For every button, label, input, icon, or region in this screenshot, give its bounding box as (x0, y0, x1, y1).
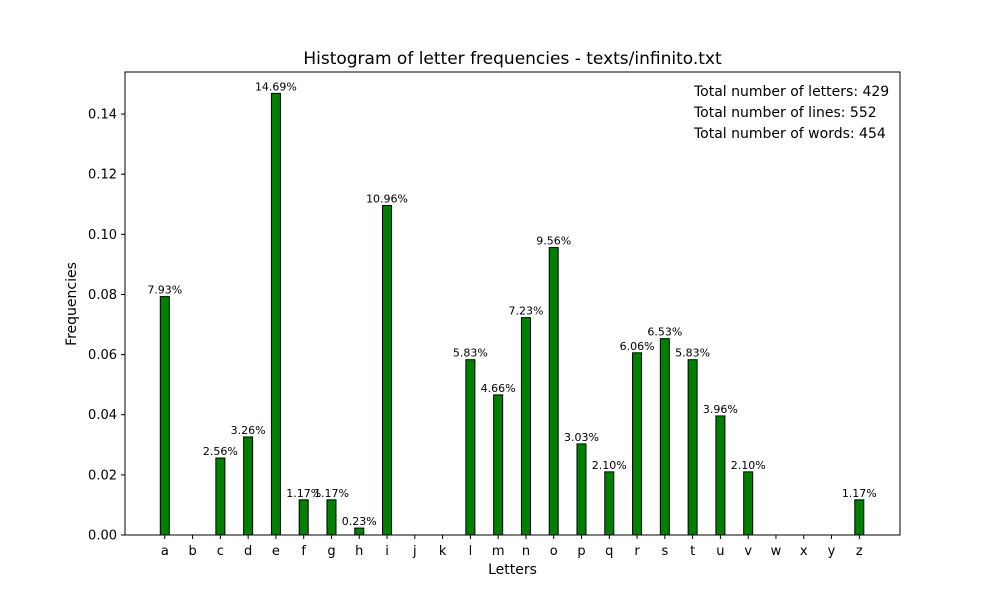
x-tick-label-b: b (188, 544, 196, 559)
y-tick-label-0: 0.00 (88, 529, 117, 544)
x-tick-label-k: k (439, 544, 447, 559)
x-tick-label-l: l (469, 544, 473, 559)
bar-l (465, 359, 476, 536)
bar-e (270, 92, 281, 536)
bar-n (520, 317, 531, 536)
x-tick-label-i: i (385, 544, 389, 559)
x-tick-label-h: h (355, 544, 363, 559)
bar-label-e: 14.69% (255, 80, 297, 93)
bar-t (687, 359, 698, 536)
x-tick-label-o: o (550, 544, 558, 559)
y-tick-label-3: 0.06 (88, 348, 117, 363)
x-tick-label-v: v (744, 544, 752, 559)
x-tick-label-e: e (272, 544, 280, 559)
bar-o (548, 247, 559, 536)
bar-f (298, 499, 309, 536)
x-tick-label-q: q (605, 544, 613, 559)
bar-label-u: 3.96% (703, 403, 738, 416)
y-tick-label-6: 0.12 (88, 168, 117, 183)
y-tick-label-5: 0.10 (88, 228, 117, 243)
bar-r (632, 352, 643, 536)
bar-i (382, 204, 393, 536)
bar-v (743, 471, 754, 536)
bar-g (326, 499, 337, 536)
x-tick-label-m: m (492, 544, 505, 559)
bar-label-z: 1.17% (842, 487, 877, 500)
x-tick-label-d: d (244, 544, 252, 559)
x-tick-label-f: f (301, 544, 306, 559)
x-tick-label-u: u (716, 544, 724, 559)
bar-p (576, 443, 587, 536)
bar-label-m: 4.66% (481, 382, 516, 395)
bar-label-o: 9.56% (536, 235, 571, 248)
plot-frame (124, 71, 901, 536)
bar-label-r: 6.06% (620, 340, 655, 353)
x-tick-label-w: w (771, 544, 782, 559)
y-tick-label-4: 0.08 (88, 288, 117, 303)
chart-title: Histogram of letter frequencies - texts/… (303, 49, 722, 69)
bar-label-s: 6.53% (647, 326, 682, 339)
bar-label-c: 2.56% (203, 445, 238, 458)
x-tick-label-a: a (161, 544, 169, 559)
bar-a (159, 296, 170, 536)
y-tick-label-7: 0.14 (88, 108, 117, 123)
x-tick-label-r: r (634, 544, 640, 559)
bar-label-g: 1.17% (314, 487, 349, 500)
stat-total-words: Total number of words: 454 (693, 126, 886, 142)
x-tick-label-y: y (828, 544, 836, 559)
bar-s (659, 338, 670, 536)
bar-label-v: 2.10% (731, 459, 766, 472)
bar-q (604, 471, 615, 536)
bar-label-l: 5.83% (453, 347, 488, 360)
bar-m (493, 394, 504, 536)
x-tick-label-z: z (856, 544, 863, 559)
bar-c (215, 457, 226, 536)
bar-label-t: 5.83% (675, 347, 710, 360)
x-axis-title: Letters (488, 562, 537, 578)
bar-h (354, 527, 365, 536)
y-tick-label-1: 0.02 (88, 468, 117, 483)
bar-label-q: 2.10% (592, 459, 627, 472)
x-tick-label-j: j (412, 544, 417, 559)
stat-total-letters: Total number of letters: 429 (693, 84, 889, 100)
bar-label-f: 1.17% (286, 487, 321, 500)
bar-label-i: 10.96% (366, 192, 408, 205)
x-tick-label-c: c (217, 544, 224, 559)
bar-label-p: 3.03% (564, 431, 599, 444)
x-tick-label-n: n (522, 544, 530, 559)
bar-label-n: 7.23% (508, 305, 543, 318)
bar-z (854, 499, 865, 536)
y-axis-title: Frequencies (64, 262, 80, 346)
x-tick-label-g: g (327, 544, 335, 559)
x-tick-label-p: p (577, 544, 585, 559)
bar-label-h: 0.23% (342, 515, 377, 528)
bar-label-a: 7.93% (147, 284, 182, 297)
x-tick-label-x: x (800, 544, 808, 559)
y-tick-label-2: 0.04 (88, 408, 117, 423)
x-tick-label-t: t (690, 544, 695, 559)
bar-u (715, 415, 726, 536)
stats-box: Total number of letters: 429 Total numbe… (693, 84, 889, 142)
stat-total-lines: Total number of lines: 552 (693, 105, 877, 121)
x-tick-label-s: s (661, 544, 668, 559)
bar-d (243, 436, 254, 536)
bar-label-d: 3.26% (231, 424, 266, 437)
